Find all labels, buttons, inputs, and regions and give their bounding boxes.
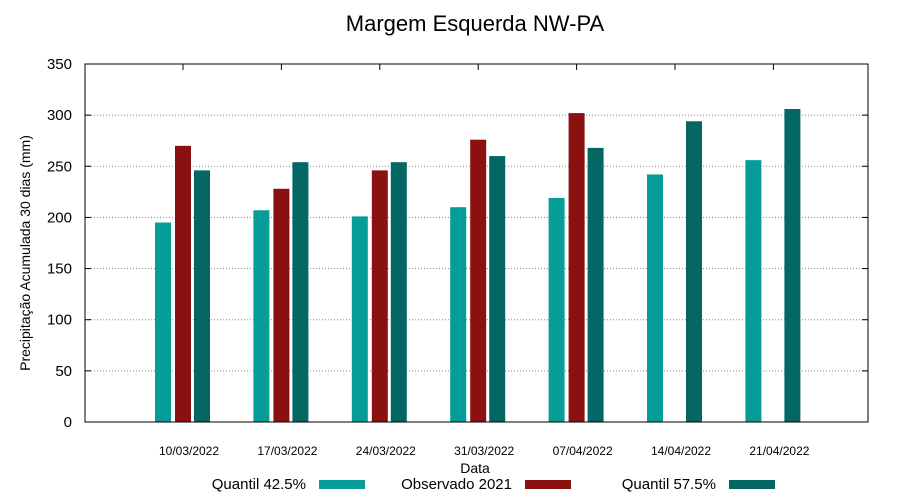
x-tick-label: 10/03/2022 xyxy=(159,444,219,458)
x-tick-label: 07/04/2022 xyxy=(553,444,613,458)
y-tick-label: 0 xyxy=(64,414,72,431)
y-axis: 0 50 100 150 200 250 300 350 xyxy=(47,56,868,431)
x-tick-label: 24/03/2022 xyxy=(356,444,416,458)
bar xyxy=(647,174,663,422)
bar xyxy=(155,222,171,422)
bar xyxy=(390,162,407,423)
legend-label: Quantil 57.5% xyxy=(622,476,716,493)
bar xyxy=(175,145,191,423)
bar xyxy=(292,162,309,423)
y-tick-label: 100 xyxy=(47,312,72,329)
bar xyxy=(351,216,368,422)
y-tick-label: 200 xyxy=(47,209,72,226)
bar xyxy=(489,156,506,423)
y-tick-label: 150 xyxy=(47,261,72,278)
x-axis: 10/03/2022 17/03/2022 24/03/2022 31/03/2022… xyxy=(159,64,810,458)
y-axis-label: Precipitação Acumulada 30 dias (mm) xyxy=(17,135,33,371)
bar xyxy=(194,170,210,422)
bar xyxy=(784,109,801,423)
y-tick-label: 350 xyxy=(47,56,72,73)
x-tick-label: 14/04/2022 xyxy=(651,444,711,458)
bar xyxy=(450,207,467,422)
chart-title: Margem Esquerda NW-PA xyxy=(346,11,605,36)
legend: Quantil 42.5% Observado 2021 Quantil 57.5% xyxy=(212,476,775,493)
legend-swatch xyxy=(525,480,571,489)
bar xyxy=(745,160,762,423)
legend-label: Quantil 42.5% xyxy=(212,476,306,493)
y-tick-label: 300 xyxy=(47,107,72,124)
x-tick-label: 17/03/2022 xyxy=(257,444,317,458)
bar xyxy=(470,139,487,423)
bar xyxy=(686,121,702,422)
y-tick-label: 250 xyxy=(47,158,72,175)
legend-label: Observado 2021 xyxy=(401,476,512,493)
plot-frame xyxy=(84,63,869,423)
x-tick-label: 21/04/2022 xyxy=(749,444,809,458)
bar xyxy=(371,170,388,422)
legend-swatch xyxy=(729,480,775,489)
bars xyxy=(155,109,801,423)
bar xyxy=(568,113,585,423)
x-tick-label: 31/03/2022 xyxy=(454,444,514,458)
bar xyxy=(548,197,565,422)
x-axis-label: Data xyxy=(460,460,490,476)
y-tick-label: 50 xyxy=(55,363,72,380)
legend-swatch xyxy=(319,480,365,489)
bar xyxy=(253,210,270,422)
bar xyxy=(273,188,290,422)
bar xyxy=(587,147,604,423)
